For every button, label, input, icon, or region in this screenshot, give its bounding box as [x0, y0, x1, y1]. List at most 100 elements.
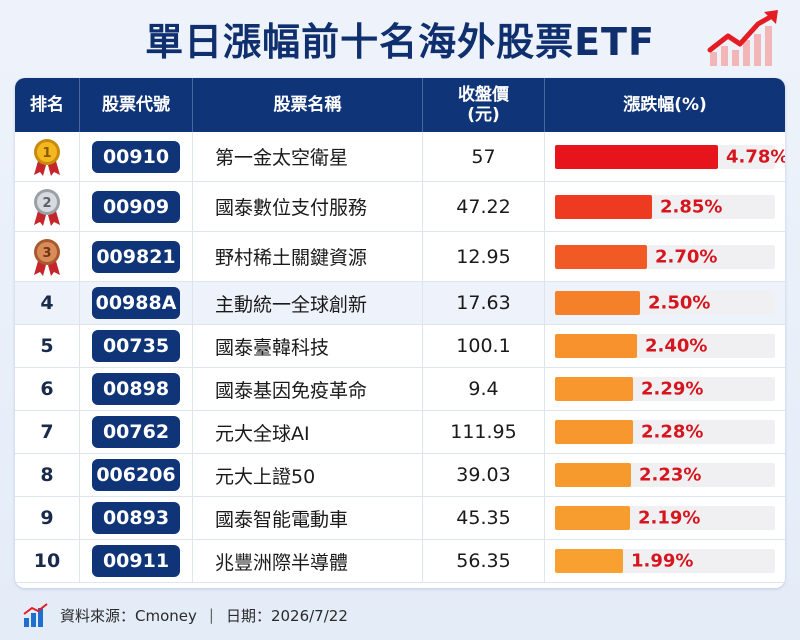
header-rank: 排名: [15, 78, 80, 132]
code-cell: 00898: [80, 368, 193, 410]
change-bar: [555, 334, 637, 358]
change-bar: [555, 463, 631, 487]
change-bar: [555, 506, 630, 530]
stock-name: 國泰臺韓科技: [193, 325, 423, 367]
footer-source: 資料來源：Cmoney: [60, 606, 197, 625]
rank-number: 9: [40, 507, 54, 529]
change-cell: 2.50%: [545, 282, 785, 324]
header-price-line1: 收盤價: [458, 85, 509, 105]
change-cell: 2.28%: [545, 411, 785, 453]
change-bar-track: 2.70%: [555, 244, 775, 269]
rank-number: 6: [40, 378, 54, 400]
code-cell: 00735: [80, 325, 193, 367]
change-bar-track: 2.23%: [555, 463, 775, 487]
header-name: 股票名稱: [193, 78, 423, 132]
table-row: 5 00735 國泰臺韓科技 100.1 2.40%: [15, 325, 785, 368]
change-bar: [555, 420, 633, 444]
footer: 資料來源：Cmoney | 日期：2026/7/22: [22, 600, 348, 630]
change-label: 4.78%: [726, 146, 785, 167]
change-cell: 1.99%: [545, 540, 785, 582]
change-label: 2.70%: [655, 246, 718, 267]
change-bar-track: 2.50%: [555, 291, 775, 315]
table-row: 6 00898 國泰基因免疫革命 9.4 2.29%: [15, 368, 785, 411]
close-price: 100.1: [423, 325, 545, 367]
change-bar-track: 4.78%: [555, 144, 785, 169]
header-price: 收盤價 (元): [423, 78, 545, 132]
code-cell: 00762: [80, 411, 193, 453]
close-price: 56.35: [423, 540, 545, 582]
change-bar: [555, 549, 623, 573]
change-cell: 2.29%: [545, 368, 785, 410]
rank-cell: 8: [15, 454, 80, 496]
change-bar-track: 2.28%: [555, 420, 775, 444]
stock-name: 兆豐洲際半導體: [193, 540, 423, 582]
stock-name: 國泰基因免疫革命: [193, 368, 423, 410]
bar-chart-icon: [23, 603, 48, 627]
table-header: 排名 股票代號 股票名稱 收盤價 (元) 漲跌幅(%): [15, 78, 785, 132]
rank-cell: 1: [15, 132, 80, 181]
change-label: 2.23%: [639, 464, 702, 486]
close-price: 17.63: [423, 282, 545, 324]
code-cell: 00909: [80, 182, 193, 231]
header-price-line2: (元): [467, 105, 500, 125]
table-row: 10 00911 兆豐洲際半導體 56.35 1.99%: [15, 540, 785, 583]
change-label: 1.99%: [631, 550, 694, 572]
code-cell: 00893: [80, 497, 193, 539]
change-bar: [555, 194, 652, 219]
close-price: 9.4: [423, 368, 545, 410]
bronze-medal-icon: 3: [34, 238, 60, 276]
rank-number: 4: [40, 292, 54, 314]
change-bar-track: 2.19%: [555, 506, 775, 530]
stock-code-badge: 00735: [92, 330, 180, 362]
rank-cell: 9: [15, 497, 80, 539]
stock-code-badge: 00893: [92, 502, 180, 534]
stock-name: 元大全球AI: [193, 411, 423, 453]
table-body: 1 00910 第一金太空衛星 57 4.78% 2 00909 國泰數位支付服務 47.22 2…: [15, 132, 785, 583]
code-cell: 006206: [80, 454, 193, 496]
change-cell: 2.70%: [545, 232, 785, 281]
close-price: 39.03: [423, 454, 545, 496]
close-price: 111.95: [423, 411, 545, 453]
change-label: 2.50%: [648, 292, 711, 314]
change-bar-track: 2.29%: [555, 377, 775, 401]
stock-code-badge: 00911: [92, 545, 180, 577]
change-label: 2.28%: [641, 421, 704, 443]
footer-date: 日期：2026/7/22: [225, 606, 348, 625]
table-row: 8 006206 元大上證50 39.03 2.23%: [15, 454, 785, 497]
rank-number: 10: [33, 550, 61, 572]
change-bar: [555, 144, 718, 169]
stock-name: 元大上證50: [193, 454, 423, 496]
change-cell: 2.19%: [545, 497, 785, 539]
code-cell: 00911: [80, 540, 193, 582]
table-row: 4 00988A 主動統一全球創新 17.63 2.50%: [15, 282, 785, 325]
footer-separator: |: [208, 606, 214, 624]
header-code: 股票代號: [80, 78, 193, 132]
table-row: 3 009821 野村稀土關鍵資源 12.95 2.70%: [15, 232, 785, 282]
stock-code-badge: 00988A: [92, 287, 180, 319]
ranking-table: 排名 股票代號 股票名稱 收盤價 (元) 漲跌幅(%) 1 00910 第一金太空衛…: [15, 78, 785, 588]
table-row: 2 00909 國泰數位支付服務 47.22 2.85%: [15, 182, 785, 232]
rank-number: 5: [40, 335, 54, 357]
change-cell: 4.78%: [545, 132, 785, 181]
rank-number: 7: [40, 421, 54, 443]
change-cell: 2.40%: [545, 325, 785, 367]
close-price: 57: [423, 132, 545, 181]
change-cell: 2.85%: [545, 182, 785, 231]
code-cell: 00988A: [80, 282, 193, 324]
stock-name: 國泰數位支付服務: [193, 182, 423, 231]
change-bar: [555, 291, 640, 315]
change-label: 2.40%: [645, 335, 708, 357]
stock-code-badge: 00898: [92, 373, 180, 405]
rank-cell: 6: [15, 368, 80, 410]
change-label: 2.29%: [641, 378, 704, 400]
trend-up-arrow-icon: [707, 10, 778, 66]
rank-cell: 2: [15, 182, 80, 231]
change-label: 2.19%: [638, 507, 701, 529]
stock-code-badge: 00762: [92, 416, 180, 448]
change-bar: [555, 377, 633, 401]
table-row: 9 00893 國泰智能電動車 45.35 2.19%: [15, 497, 785, 540]
change-cell: 2.23%: [545, 454, 785, 496]
page-title: 單日漲幅前十名海外股票ETF: [145, 19, 655, 64]
stock-name: 野村稀土關鍵資源: [193, 232, 423, 281]
gold-medal-icon: 1: [34, 138, 60, 176]
